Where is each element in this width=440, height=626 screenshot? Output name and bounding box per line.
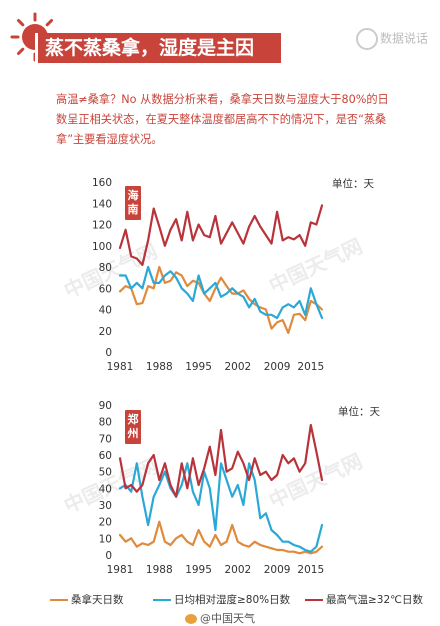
y-tick-label: 160	[92, 177, 112, 189]
y-tick-label: 50	[99, 467, 112, 479]
y-tick-label: 0	[105, 347, 112, 359]
y-tick-label: 120	[92, 220, 112, 232]
weibo-icon	[185, 614, 197, 624]
legend-item-hot: 最高气温≥32℃日数	[305, 592, 423, 607]
y-tick-label: 100	[92, 241, 112, 253]
series-line	[118, 462, 324, 553]
x-tick-label: 1988	[146, 564, 173, 576]
region-tag-hainan: 海南	[125, 186, 141, 220]
legend: 桑拿天日数 日均相对湿度≥80%日数 最高气温≥32℃日数	[20, 592, 430, 608]
series-line	[118, 520, 324, 555]
y-tick-label: 70	[99, 433, 112, 445]
brand-name: 数据说话	[379, 31, 428, 46]
series-line	[118, 265, 324, 320]
hainan-chart: 0 20 40 60 80 100 120 140 160 1981 1988 1995 2002 200…	[92, 177, 324, 373]
title-banner: 蒸不蒸桑拿，湿度是主因	[35, 33, 281, 63]
brand-logo: 数据说话	[355, 28, 428, 50]
y-tick-label: 60	[99, 450, 112, 462]
legend-label: 日均相对湿度≥80%日数	[174, 594, 291, 606]
series-line	[118, 423, 324, 498]
x-tick-label: 2009	[264, 361, 291, 373]
legend-swatch	[305, 599, 323, 601]
unit-label: 单位：天	[338, 406, 380, 418]
y-tick-label: 20	[99, 326, 112, 338]
x-tick-label: 2009	[264, 564, 291, 576]
x-tick-label: 1981	[107, 361, 134, 373]
legend-item-sauna: 桑拿天日数	[50, 592, 124, 607]
y-tick-label: 40	[99, 305, 112, 317]
y-tick-label: 60	[99, 283, 112, 295]
x-tick-label: 1988	[146, 361, 173, 373]
brand-icon	[355, 28, 378, 50]
series-line	[118, 204, 324, 267]
x-tick-label: 2002	[224, 361, 251, 373]
zhengzhou-chart: 0 10 20 30 40 50 60 70 80 90 1981 1988 1995 2002 2009 2…	[99, 400, 325, 576]
intro-text: 高温≠桑拿？No 从数据分析来看，桑拿天日数与湿度大于80%的日数呈正相关状态，…	[56, 93, 389, 146]
y-tick-label: 20	[99, 517, 112, 529]
legend-label: 桑拿天日数	[71, 594, 124, 606]
x-tick-label: 2015	[297, 564, 324, 576]
y-tick-label: 90	[99, 400, 112, 412]
y-tick-label: 0	[105, 550, 112, 562]
unit-label: 单位：天	[332, 178, 374, 190]
legend-swatch	[50, 599, 68, 601]
y-tick-label: 80	[99, 262, 112, 274]
x-tick-label: 1995	[185, 361, 212, 373]
y-tick-label: 80	[99, 417, 112, 429]
x-tick-label: 1995	[185, 564, 212, 576]
legend-swatch	[153, 599, 171, 601]
x-tick-label: 2015	[297, 361, 324, 373]
y-tick-label: 140	[92, 198, 112, 210]
region-tag-zhengzhou: 郑州	[125, 410, 141, 444]
series-line	[118, 265, 324, 334]
legend-item-humidity: 日均相对湿度≥80%日数	[153, 592, 290, 607]
x-tick-label: 1981	[107, 564, 134, 576]
y-tick-label: 30	[99, 500, 112, 512]
legend-label: 最高气温≥32℃日数	[326, 594, 423, 606]
footer-credit: @中国天气	[0, 610, 440, 626]
y-tick-label: 40	[99, 483, 112, 495]
x-tick-label: 2002	[224, 564, 251, 576]
y-tick-label: 10	[99, 533, 112, 545]
footer-text: @中国天气	[200, 612, 255, 625]
page-title: 蒸不蒸桑拿，湿度是主因	[45, 37, 255, 59]
